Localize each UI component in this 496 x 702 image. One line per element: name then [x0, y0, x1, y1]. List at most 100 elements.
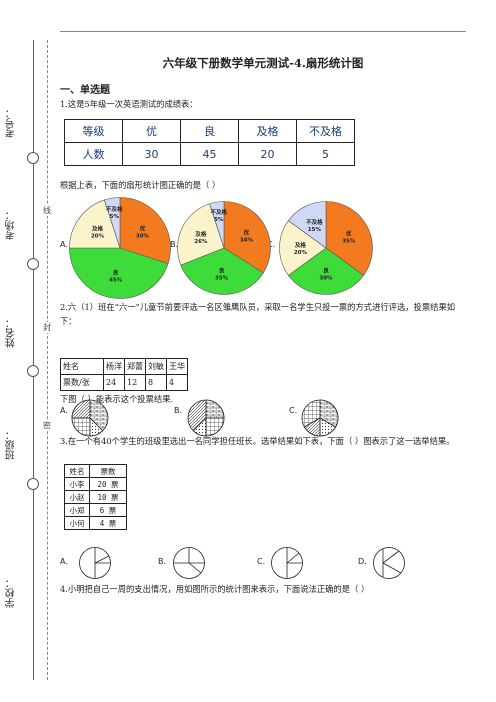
table-header-cell: 及格 — [238, 119, 297, 143]
pie-slice — [287, 247, 365, 295]
pie-slice — [104, 197, 121, 249]
line-pie-d — [373, 547, 405, 579]
pie-slice — [119, 197, 171, 264]
option-a-label[interactable]: A. — [60, 240, 68, 249]
question-1-prompt: 根据上表，下面的扇形统计图正确的是（ ） — [60, 180, 221, 190]
pattern-pie-b — [187, 399, 225, 437]
line-pie-c — [271, 547, 303, 579]
table-cell: 20 票 — [89, 477, 127, 491]
table-header-cell: 姓名 — [60, 358, 104, 375]
option-b-label[interactable]: B. — [174, 406, 183, 415]
table-cell: 10 票 — [89, 490, 127, 504]
pie-slice-label: 及格 — [295, 241, 307, 249]
pie-slice-percent: 35% — [215, 275, 229, 281]
option-c-label[interactable]: C. — [289, 406, 298, 415]
question-2-text: 2.六（1）班在“六一”儿童节前要评选一名区雏鹰队员，采取一名学生只投一票的方式… — [60, 302, 456, 326]
margin-label-name: 姓名： — [6, 318, 17, 348]
table-cell: 8 — [145, 374, 167, 391]
election-table: 姓名 票数 小李 20 票 小赵 10 票 小郑 6 票 小何 4 票 — [64, 464, 127, 530]
table-cell: 45 — [180, 142, 239, 166]
margin-label-kaochang: 考场： — [6, 210, 17, 240]
pie-slice-percent: 26% — [194, 239, 208, 245]
table-header-cell: 不及格 — [296, 119, 355, 143]
table-cell: 6 票 — [89, 503, 127, 517]
question-3-text: 3.在一个有40个学生的班级里选出一名同学担任班长。选举结果如下表，下面（ ）图… — [60, 436, 455, 446]
header-rule — [60, 31, 466, 32]
pie-slice-percent: 5% — [214, 217, 224, 223]
table-cell: 人数 — [64, 142, 123, 166]
pie-slice — [287, 201, 327, 249]
pie-slice — [180, 247, 264, 295]
table-cell: 小赵 — [64, 490, 90, 504]
table-cell: 小何 — [64, 516, 90, 530]
margin-mark-mi: 密 — [43, 420, 51, 431]
margin-circle — [27, 258, 39, 270]
table-cell: 小李 — [64, 477, 90, 491]
table-header-cell: 票数 — [89, 464, 127, 478]
pie-slice-percent: 30% — [136, 234, 150, 240]
pie-slice-percent: 45% — [109, 277, 123, 283]
pie-slice-percent: 35% — [342, 238, 356, 244]
vote-table: 姓名 杨洋 郑蕾 刘敏 王华 票数/张 24 12 8 4 — [60, 358, 188, 391]
option-b-label[interactable]: B. — [158, 557, 167, 566]
margin-circle — [27, 365, 39, 377]
table-header-cell: 等级 — [64, 119, 123, 143]
pie-slice — [209, 201, 225, 249]
pattern-pie-c — [301, 399, 339, 437]
pie-slice — [69, 247, 169, 299]
pie-slice-label: 不及格 — [306, 218, 323, 226]
section-heading: 一、单选题 — [60, 85, 110, 96]
pie-slice — [279, 220, 327, 276]
table-header-cell: 郑蕾 — [124, 358, 146, 375]
option-c-label[interactable]: C. — [267, 240, 276, 249]
margin-mark-feng: 封 — [43, 322, 51, 333]
table-header-cell: 良 — [180, 119, 239, 143]
table-cell: 票数/张 — [60, 374, 104, 391]
margin-label-school: 学校： — [6, 578, 17, 608]
pie-slice-label: 良 — [323, 267, 329, 275]
pie-slice-label: 不及格 — [106, 205, 123, 213]
pie-slice-percent: 34% — [240, 238, 254, 244]
table-cell: 12 — [124, 374, 146, 391]
pie-slice-label: 良 — [113, 268, 119, 276]
pie-slice-label: 优 — [140, 225, 146, 233]
pie-slice-label: 优 — [244, 229, 250, 237]
table-cell: 24 — [103, 374, 125, 391]
pie-slice-percent: 20% — [294, 250, 308, 256]
pattern-pie-a — [71, 399, 109, 437]
table-header-cell: 刘敏 — [145, 358, 167, 375]
pie-slice — [69, 199, 121, 249]
pie-slice-label: 及格 — [92, 225, 104, 233]
question-1-text: 1.这是5年级一次英语测试的成绩表： — [60, 99, 198, 109]
pie-slice-percent: 5% — [110, 214, 120, 220]
table-cell: 5 — [296, 142, 355, 166]
margin-mark-xian: 线 — [43, 205, 51, 216]
margin-label-class: 班级： — [6, 430, 17, 460]
table-header-cell: 姓名 — [64, 464, 90, 478]
option-b-label[interactable]: B. — [170, 240, 179, 249]
margin-dashed-line — [47, 40, 48, 680]
table-header-cell: 优 — [122, 119, 181, 143]
question-4-text: 4.小明把自己一周的支出情况，用如图所示的统计图来表示，下面说法正确的是（ ） — [60, 584, 370, 594]
option-a-label[interactable]: A. — [60, 406, 68, 415]
line-pie-b — [173, 547, 205, 579]
table-cell: 30 — [122, 142, 181, 166]
pie-slice-label: 及格 — [195, 230, 207, 238]
option-c-label[interactable]: C. — [257, 557, 266, 566]
table-header-cell: 王华 — [166, 358, 188, 375]
margin-circle — [27, 478, 39, 490]
option-a-label[interactable]: A. — [60, 557, 68, 566]
option-d-label[interactable]: D. — [358, 557, 367, 566]
margin-line — [33, 40, 35, 680]
question-2-prompt: 下图（ ）能表示这个投票结果. — [60, 394, 174, 404]
table-header-cell: 杨洋 — [103, 358, 125, 375]
pie-slice-label: 优 — [346, 229, 352, 237]
pie-slice-percent: 15% — [308, 227, 322, 233]
pie-slice-label: 不及格 — [211, 208, 228, 216]
pie-slice — [325, 201, 373, 276]
table-cell: 4 — [166, 374, 188, 391]
pie-slice-percent: 30% — [319, 276, 333, 282]
